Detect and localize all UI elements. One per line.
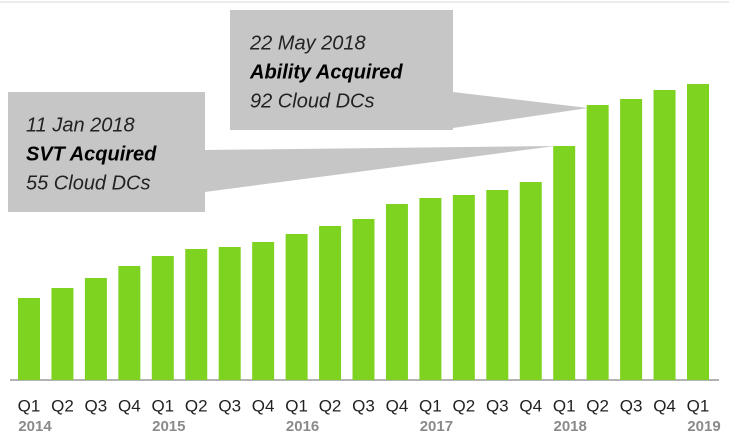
callout-pointer <box>453 92 588 128</box>
x-tick-label: Q1 <box>687 396 710 415</box>
bar <box>352 219 375 380</box>
x-tick-label: Q1 <box>419 396 442 415</box>
bar <box>18 298 40 380</box>
x-tick-label: Q2 <box>453 396 476 415</box>
callout-box <box>8 92 205 212</box>
callout-box <box>230 10 453 130</box>
x-tick-label: Q4 <box>252 396 275 415</box>
x-tick-label: Q1 <box>553 396 576 415</box>
bar <box>151 256 174 380</box>
annotation-event: Ability Acquired <box>249 61 403 83</box>
x-tick-label: Q1 <box>18 396 41 415</box>
x-tick-label: Q3 <box>486 396 509 415</box>
annotation-detail: 55 Cloud DCs <box>26 172 151 194</box>
x-tick-label: Q1 <box>151 396 174 415</box>
x-tick-label: Q3 <box>85 396 108 415</box>
bar <box>84 278 107 380</box>
bar <box>519 182 542 380</box>
annotation-event: SVT Acquired <box>26 143 157 165</box>
bar <box>285 234 308 380</box>
year-label: 2015 <box>152 418 185 435</box>
bar <box>486 190 509 380</box>
x-tick-label: Q4 <box>653 396 676 415</box>
annotation-detail: 92 Cloud DCs <box>250 90 375 112</box>
annotation-date: 22 May 2018 <box>249 32 366 54</box>
annotation-date: 11 Jan 2018 <box>26 114 135 136</box>
bar <box>51 288 74 380</box>
bar <box>687 84 709 380</box>
bar <box>185 249 208 380</box>
x-tick-label: Q1 <box>285 396 308 415</box>
bar <box>252 242 275 380</box>
x-tick-label: Q4 <box>386 396 409 415</box>
x-tick-label: Q2 <box>51 396 74 415</box>
bar <box>586 105 609 380</box>
bar <box>118 266 141 380</box>
year-label: 2014 <box>18 418 52 435</box>
bar <box>452 195 475 380</box>
bar <box>218 247 241 380</box>
year-label: 2017 <box>420 418 453 435</box>
year-label: 2019 <box>687 418 720 435</box>
bar <box>553 146 576 380</box>
bar <box>419 198 442 380</box>
x-tick-label: Q2 <box>319 396 342 415</box>
year-label: 2016 <box>286 418 319 435</box>
x-tick-label: Q3 <box>352 396 375 415</box>
bar <box>385 204 408 380</box>
x-tick-label: Q3 <box>620 396 643 415</box>
bar <box>620 99 643 380</box>
bar <box>319 226 342 380</box>
x-tick-label: Q3 <box>218 396 241 415</box>
year-label: 2018 <box>554 418 587 435</box>
callout-pointer <box>205 146 555 192</box>
x-tick-label: Q4 <box>519 396 542 415</box>
x-tick-label: Q4 <box>118 396 141 415</box>
x-tick-label: Q2 <box>185 396 208 415</box>
x-tick-label: Q2 <box>586 396 609 415</box>
bar <box>653 90 676 380</box>
